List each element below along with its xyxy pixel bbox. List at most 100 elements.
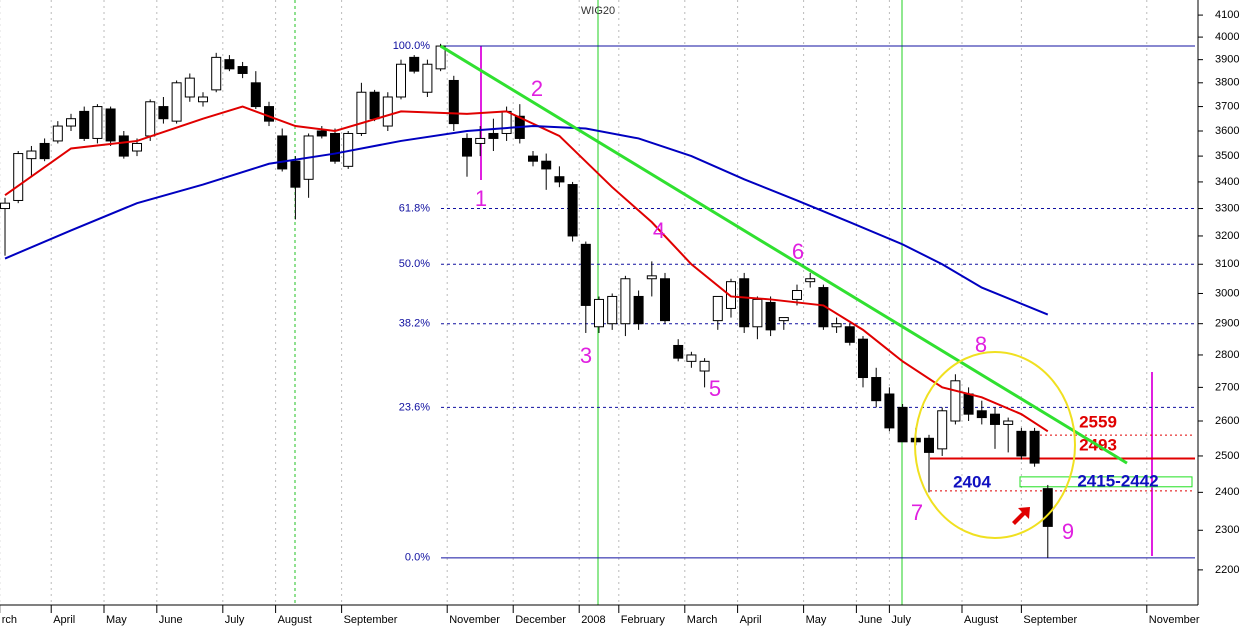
fib-label: 61.8% — [399, 202, 430, 214]
candle-body — [607, 295, 618, 325]
x-tick-label: September — [1023, 614, 1077, 626]
candle-body — [633, 295, 644, 325]
candle-body — [0, 202, 11, 210]
wave-label: 6 — [792, 239, 804, 264]
candle-body — [145, 101, 156, 137]
candle-body — [857, 338, 868, 379]
candle-body — [937, 410, 948, 450]
support-label: 2404 — [953, 472, 991, 491]
candle-body — [778, 317, 789, 322]
highlight-ellipse — [914, 351, 1076, 539]
candle-body — [422, 63, 433, 93]
wave-label: 3 — [580, 343, 592, 368]
wave-label: 9 — [1062, 519, 1074, 544]
candle-body — [831, 323, 842, 328]
candle-body — [976, 410, 987, 419]
candle-body — [712, 295, 723, 322]
y-tick-label: 3200 — [1215, 230, 1239, 242]
zone-label: 2415-2442 — [1077, 471, 1158, 490]
candle-body — [396, 63, 407, 98]
candle-body — [488, 132, 499, 139]
resistance-label: 2559 — [1079, 412, 1117, 431]
y-tick-label: 3000 — [1215, 287, 1239, 299]
candle-body — [791, 290, 802, 300]
candle-body — [699, 360, 710, 372]
x-tick-label: April — [740, 614, 762, 626]
x-tick-label: rch — [2, 614, 17, 626]
x-tick-label: August — [964, 614, 998, 626]
candle-body — [224, 59, 235, 70]
y-tick-label: 2300 — [1215, 524, 1239, 536]
candle-body — [66, 118, 77, 127]
candle-body — [237, 66, 248, 74]
y-tick-label: 3600 — [1215, 125, 1239, 137]
wave-label: 2 — [531, 76, 543, 101]
candle-body — [950, 380, 961, 422]
candle-body — [277, 135, 288, 170]
x-tick-label: March — [687, 614, 718, 626]
wave-label: 4 — [653, 218, 665, 243]
candle-body — [805, 278, 816, 283]
y-tick-label: 2500 — [1215, 450, 1239, 462]
chart-title: WIG20 — [581, 5, 615, 17]
y-tick-label: 2600 — [1215, 415, 1239, 427]
candle-body — [844, 326, 855, 343]
candle-body — [673, 344, 684, 359]
wave-label: 7 — [911, 500, 923, 525]
candle-body — [198, 96, 209, 103]
x-tick-label: November — [449, 614, 500, 626]
candle-body — [989, 413, 1000, 425]
candle-body — [26, 150, 37, 160]
x-tick-label: May — [106, 614, 127, 626]
line-series — [4, 105, 1049, 433]
candle-body — [184, 77, 195, 98]
candle-body — [725, 281, 736, 309]
candle-body — [330, 132, 341, 162]
candle-body — [171, 82, 182, 122]
y-tick-label: 2200 — [1215, 564, 1239, 576]
candle-body — [369, 91, 380, 120]
x-tick-label: June — [159, 614, 183, 626]
x-tick-label: July — [225, 614, 245, 626]
candle-body — [382, 96, 393, 127]
fib-label: 23.6% — [399, 401, 430, 413]
candle-body — [646, 275, 657, 280]
y-tick-label: 3800 — [1215, 77, 1239, 89]
candle-body — [264, 106, 275, 122]
x-tick-label: July — [891, 614, 911, 626]
y-tick-label: 2800 — [1215, 349, 1239, 361]
candle-body — [211, 56, 222, 91]
candle-body — [554, 176, 565, 183]
wave-label: 8 — [975, 332, 987, 357]
candle-body — [92, 106, 103, 139]
candle-body — [1016, 430, 1027, 457]
candle-body — [659, 278, 670, 322]
candle-body — [158, 106, 169, 120]
candle-body — [501, 110, 512, 134]
x-tick-label: November — [1149, 614, 1200, 626]
x-tick-label: February — [621, 614, 666, 626]
candle-body — [52, 125, 63, 142]
candle-body — [567, 184, 578, 237]
wave-label: 5 — [709, 376, 721, 401]
candle-body — [316, 130, 327, 137]
candle-body — [13, 153, 24, 201]
y-tick-label: 3300 — [1215, 202, 1239, 214]
y-tick-label: 3400 — [1215, 176, 1239, 188]
candle-body — [39, 142, 50, 160]
candle-body — [752, 298, 763, 328]
candle-body — [739, 278, 750, 328]
y-tick-label: 2400 — [1215, 486, 1239, 498]
fib-label: 38.2% — [399, 318, 430, 330]
x-tick-label: August — [278, 614, 312, 626]
candle-body — [462, 137, 473, 157]
x-tick-label: December — [515, 614, 566, 626]
y-tick-label: 4000 — [1215, 31, 1239, 43]
candle-body — [963, 393, 974, 415]
candle-body — [871, 377, 882, 402]
candle-body — [118, 135, 129, 157]
fib-label: 0.0% — [405, 552, 430, 564]
arrow — [1012, 507, 1030, 525]
